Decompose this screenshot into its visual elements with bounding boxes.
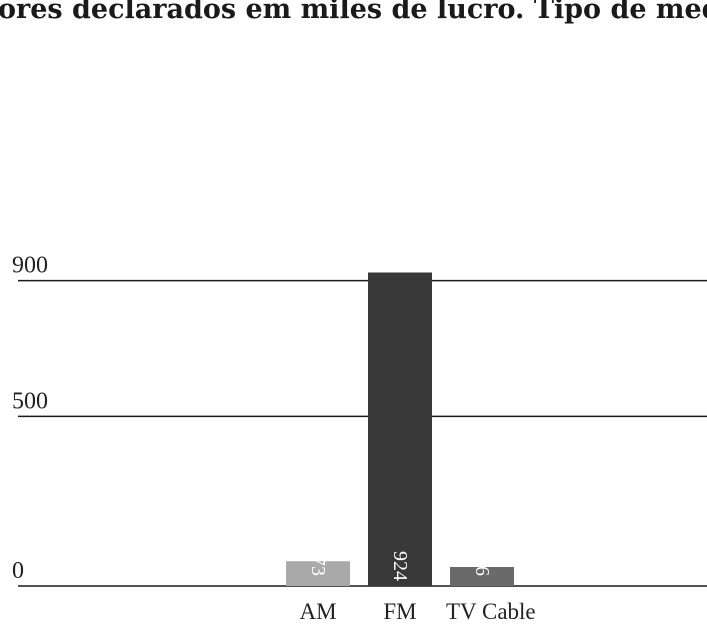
y-tick-label-900: 900 bbox=[12, 253, 48, 279]
gridlines bbox=[18, 279, 707, 587]
bar-tv-cable bbox=[450, 566, 514, 586]
value-label-tv-cable: 56 bbox=[471, 556, 493, 576]
category-label-fm: FM bbox=[383, 599, 416, 624]
category-label-am: AM bbox=[299, 599, 336, 624]
bar-fm bbox=[368, 272, 432, 586]
value-label-fm: 924 bbox=[389, 551, 411, 581]
category-label-tv-cable: TV Cable bbox=[446, 599, 536, 624]
bar-am bbox=[286, 561, 350, 586]
bars: 73 924 56 bbox=[286, 272, 514, 586]
chart-title: ores declarados em miles de lucro. Tipo … bbox=[0, 0, 707, 25]
y-tick-labels: 0 500 900 bbox=[12, 253, 48, 584]
y-tick-label-0: 0 bbox=[12, 558, 24, 584]
y-tick-label-500: 500 bbox=[12, 388, 48, 414]
category-labels: AM FM TV Cable bbox=[299, 599, 535, 624]
value-label-am: 73 bbox=[307, 556, 329, 576]
